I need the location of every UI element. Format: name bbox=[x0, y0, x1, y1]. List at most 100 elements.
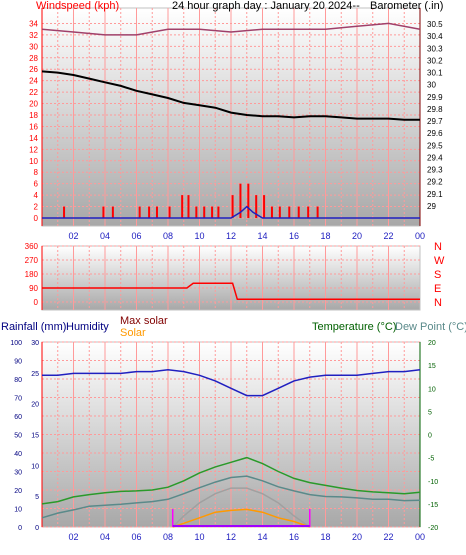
wind-tick-label: 34 bbox=[29, 19, 38, 28]
barometer-tick-label: 30.1 bbox=[427, 69, 443, 78]
rainfall-tick-label: 70 bbox=[14, 396, 22, 403]
gust-bar bbox=[63, 206, 66, 218]
wind-tick-label: 28 bbox=[29, 54, 38, 63]
wind-tick-label: 4 bbox=[34, 191, 39, 200]
compass-label: S bbox=[434, 269, 441, 281]
rainfall-tick-label: 90 bbox=[14, 359, 22, 366]
rainfall-tick-label: 30 bbox=[14, 470, 22, 477]
temperature-tick-label: -20 bbox=[428, 525, 438, 532]
humidity-tick-label: 10 bbox=[31, 463, 39, 470]
series-temperature bbox=[41, 456, 421, 505]
barometer-tick-label: 29.7 bbox=[427, 117, 443, 126]
gust-bar bbox=[148, 206, 151, 218]
x-tick-label: 22 bbox=[383, 532, 393, 542]
x-tick-label: 04 bbox=[100, 231, 110, 241]
barometer-tick-label: 29.8 bbox=[427, 105, 443, 114]
x-tick-label: 04 bbox=[100, 532, 110, 542]
gust-bar bbox=[111, 206, 114, 218]
barometer-tick-label: 29.6 bbox=[427, 129, 443, 138]
gust-bar bbox=[217, 206, 220, 218]
gust-bar bbox=[155, 206, 158, 218]
gust-bar bbox=[195, 206, 198, 218]
x-tick-label: 12 bbox=[226, 532, 236, 542]
barometer-tick-label: 29.1 bbox=[427, 190, 443, 199]
wind-tick-label: 32 bbox=[29, 31, 38, 40]
barometer-tick-label: 29.3 bbox=[427, 166, 443, 175]
series-humidity bbox=[42, 369, 421, 397]
rainfall-tick-label: 100 bbox=[10, 340, 22, 347]
gust-bar bbox=[181, 195, 184, 218]
compass-label: W bbox=[434, 255, 445, 267]
x-tick-label: 14 bbox=[257, 532, 267, 542]
gust-bar bbox=[239, 183, 242, 218]
wind-tick-label: 20 bbox=[29, 100, 38, 109]
humidity-tick-label: 5 bbox=[35, 494, 39, 501]
x-tick-label: 20 bbox=[352, 532, 362, 542]
barometer-tick-label: 30.4 bbox=[427, 32, 443, 41]
rainfall-tick-label: 60 bbox=[14, 414, 22, 421]
barometer-tick-label: 29.2 bbox=[427, 178, 443, 187]
gust-bar bbox=[316, 206, 319, 218]
humidity-tick-label: 15 bbox=[31, 433, 39, 440]
x-tick-label: 06 bbox=[131, 532, 141, 542]
wind-tick-label: 16 bbox=[29, 122, 38, 131]
x-tick-label: 02 bbox=[68, 231, 78, 241]
compass-label: N bbox=[434, 241, 442, 253]
direction-tick-label: 180 bbox=[25, 270, 39, 279]
gust-bar bbox=[263, 195, 266, 218]
series-barometer bbox=[41, 70, 420, 121]
x-tick-label: 16 bbox=[289, 532, 299, 542]
temperature-tick-label: -15 bbox=[428, 502, 438, 509]
gust-bar bbox=[168, 206, 171, 218]
x-tick-label: 14 bbox=[257, 231, 267, 241]
series-wind-avg bbox=[41, 22, 421, 36]
gust-bar bbox=[231, 195, 234, 218]
humidity-tick-label: 20 bbox=[31, 402, 39, 409]
barometer-tick-label: 29.9 bbox=[427, 93, 443, 102]
wind-tick-label: 26 bbox=[29, 65, 38, 74]
compass-label: N bbox=[434, 297, 442, 309]
temperature-tick-label: -10 bbox=[428, 479, 438, 486]
gust-bar bbox=[270, 206, 273, 218]
x-tick-label: 08 bbox=[163, 532, 173, 542]
x-tick-label: 10 bbox=[194, 231, 204, 241]
wind-tick-label: 22 bbox=[29, 88, 38, 97]
temperature-tick-label: 5 bbox=[428, 409, 432, 416]
humidity-tick-label: 30 bbox=[31, 340, 39, 347]
series-dew-point bbox=[41, 475, 421, 519]
direction-tick-label: 270 bbox=[25, 256, 39, 265]
temperature-tick-label: 10 bbox=[428, 386, 436, 393]
gust-bar bbox=[102, 206, 105, 218]
x-tick-label: 02 bbox=[68, 532, 78, 542]
direction-tick-label: 90 bbox=[29, 284, 38, 293]
x-tick-label: 10 bbox=[194, 532, 204, 542]
rainfall-tick-label: 40 bbox=[14, 451, 22, 458]
temperature-tick-label: 0 bbox=[428, 433, 432, 440]
gust-bar bbox=[211, 206, 214, 218]
max-solar-label: Max solar bbox=[120, 315, 168, 327]
gust-bar bbox=[255, 195, 258, 218]
wind-tick-label: 10 bbox=[29, 157, 38, 166]
rainfall-tick-label: 10 bbox=[14, 507, 22, 514]
x-tick-label: 00 bbox=[415, 231, 425, 241]
x-tick-label: 16 bbox=[289, 231, 299, 241]
x-tick-label: 18 bbox=[320, 231, 330, 241]
series-wind bbox=[42, 205, 420, 219]
barometer-tick-label: 29 bbox=[427, 202, 436, 211]
compass-label: E bbox=[434, 283, 441, 295]
windspeed-label: Windspeed (kph) bbox=[36, 0, 119, 12]
x-tick-label: 18 bbox=[320, 532, 330, 542]
x-tick-label: 06 bbox=[131, 231, 141, 241]
direction-tick-label: 0 bbox=[34, 298, 39, 307]
x-tick-label: 08 bbox=[163, 231, 173, 241]
wind-tick-label: 0 bbox=[34, 214, 39, 223]
dew-point-label: Dew Point (°C) bbox=[395, 321, 466, 333]
barometer-tick-label: 30.3 bbox=[427, 44, 443, 53]
solar-label: Solar bbox=[120, 327, 146, 339]
gust-bar bbox=[187, 195, 190, 218]
rainfall-tick-label: 80 bbox=[14, 377, 22, 384]
temperature-tick-label: 20 bbox=[428, 340, 436, 347]
rainfall-tick-label: 20 bbox=[14, 488, 22, 495]
wind-tick-label: 30 bbox=[29, 42, 38, 51]
